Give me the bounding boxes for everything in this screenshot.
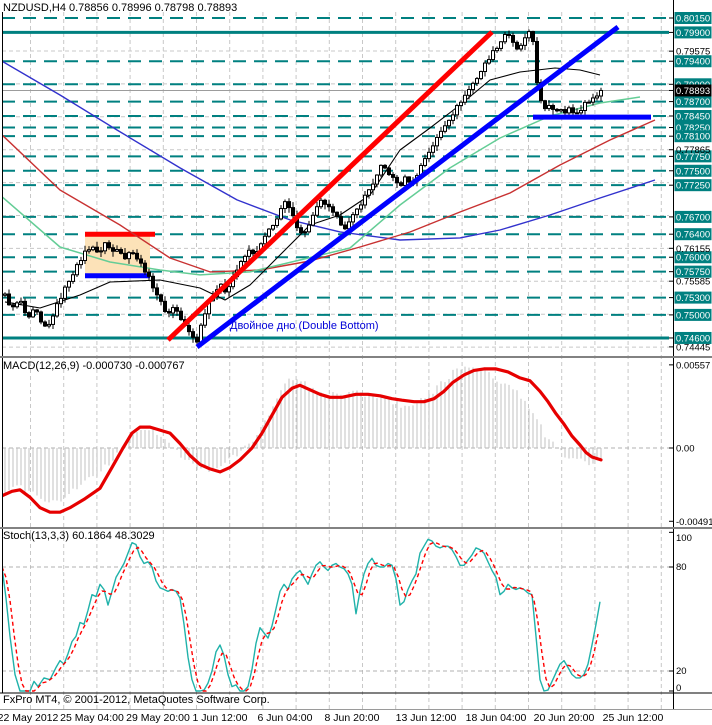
price-level-badge — [674, 26, 712, 39]
axis-label: 0.77750 — [676, 152, 710, 163]
current-price-badge — [674, 84, 712, 97]
axis-label: 0.78700 — [676, 97, 710, 108]
axis-label: 0.76400 — [676, 230, 710, 241]
time-axis-label: 25 Jun 12:00 — [603, 712, 664, 724]
price-level-badge — [674, 251, 712, 264]
chart-title: NZDUSD,H4 0.78856 0.78996 0.78798 0.7889… — [3, 2, 238, 14]
price-level-badge — [674, 210, 712, 223]
axis-label: 0.74600 — [676, 333, 710, 344]
macd-indicator-label: MACD(12,26,9) -0.000730 -0.000767 — [3, 360, 185, 372]
axis-label: 0.77250 — [676, 181, 710, 192]
time-axis-label: 8 Jun 20:00 — [325, 712, 380, 724]
stoch-indicator-label: Stoch(13,3,3) 60.1864 48.3029 — [3, 530, 155, 542]
price-level-badge — [674, 164, 712, 177]
red-uptrend-trendline[interactable] — [166, 30, 494, 342]
ma-slowest-blue[interactable] — [0, 60, 656, 241]
axis-label: 0.75585 — [676, 277, 710, 288]
stoch-d-line[interactable] — [2, 541, 599, 692]
pattern-annotation: Двойное дно (Double Bottom) — [230, 320, 379, 332]
candles-layer — [3, 29, 603, 344]
axis-label: 0.76700 — [676, 212, 710, 223]
time-axis-label: 22 May 2012 — [0, 712, 59, 724]
axis-label: 0.79575 — [676, 47, 710, 58]
price-level-badge — [674, 110, 712, 123]
axis-label: 0.80150 — [676, 14, 710, 25]
price-level-badge — [674, 150, 712, 163]
price-level-badge — [674, 228, 712, 241]
time-axis-label: 18 Jun 04:00 — [466, 712, 527, 724]
consolidation-box[interactable] — [85, 234, 150, 276]
price-level-badge — [674, 130, 712, 143]
axis-label: 0.76000 — [676, 253, 710, 264]
price-level-badge — [674, 95, 712, 108]
price-level-badge — [674, 12, 712, 24]
axis-label: 0.75000 — [676, 310, 710, 321]
axis-label: 0.00557 — [676, 360, 710, 371]
axis-label: 0.77865 — [676, 145, 710, 156]
price-level-badge — [674, 308, 712, 321]
axis-label: 0.79900 — [676, 28, 710, 39]
ma-medium-green[interactable] — [0, 96, 641, 276]
axis-label: -0.00491 — [676, 517, 712, 528]
axis-label: 0 — [676, 683, 681, 694]
axis-label: 0.76155 — [676, 244, 710, 255]
axis-label: 0.78250 — [676, 123, 710, 134]
ma-slow-red[interactable] — [0, 119, 656, 273]
blue-uptrend-trendline[interactable] — [195, 25, 620, 349]
price-level-badge — [674, 55, 712, 68]
price-level-badge — [674, 179, 712, 192]
axis-label: 0.75750 — [676, 267, 710, 278]
time-axis-label: 25 May 04:00 — [60, 712, 124, 724]
axis-label: 0.79400 — [676, 57, 710, 68]
time-axis-label: 13 Jun 12:00 — [396, 712, 457, 724]
time-axis-label: 29 May 20:00 — [126, 712, 190, 724]
stoch-layer — [2, 538, 601, 692]
ma-fast-black[interactable] — [4, 67, 601, 309]
axis-label: 0.78893 — [676, 86, 710, 97]
axis-label: 0.74445 — [676, 342, 710, 353]
axis-label: 80 — [676, 562, 687, 573]
axis-label: 0.77500 — [676, 166, 710, 177]
axis-label: 0.78100 — [676, 132, 710, 143]
macd-layer — [2, 366, 603, 514]
axis-label: 0.00 — [676, 444, 695, 455]
price-level-badge — [674, 331, 712, 344]
price-level-badge — [674, 265, 712, 278]
copyright-text: FxPro MT4, © 2001-2012, MetaQuotes Softw… — [3, 694, 270, 706]
axis-label: 0.75300 — [676, 293, 710, 304]
axis-label: 20 — [676, 666, 687, 677]
price-level-badge — [674, 291, 712, 304]
time-axis-label: 1 Jun 12:00 — [193, 712, 248, 724]
macd-signal-line[interactable] — [2, 367, 603, 514]
stoch-k-line[interactable] — [2, 538, 601, 692]
axis-label: 100 — [676, 533, 692, 544]
time-axis-label: 20 Jun 20:00 — [534, 712, 595, 724]
axis-label: 0.78450 — [676, 112, 710, 123]
time-axis-label: 6 Jun 04:00 — [258, 712, 313, 724]
